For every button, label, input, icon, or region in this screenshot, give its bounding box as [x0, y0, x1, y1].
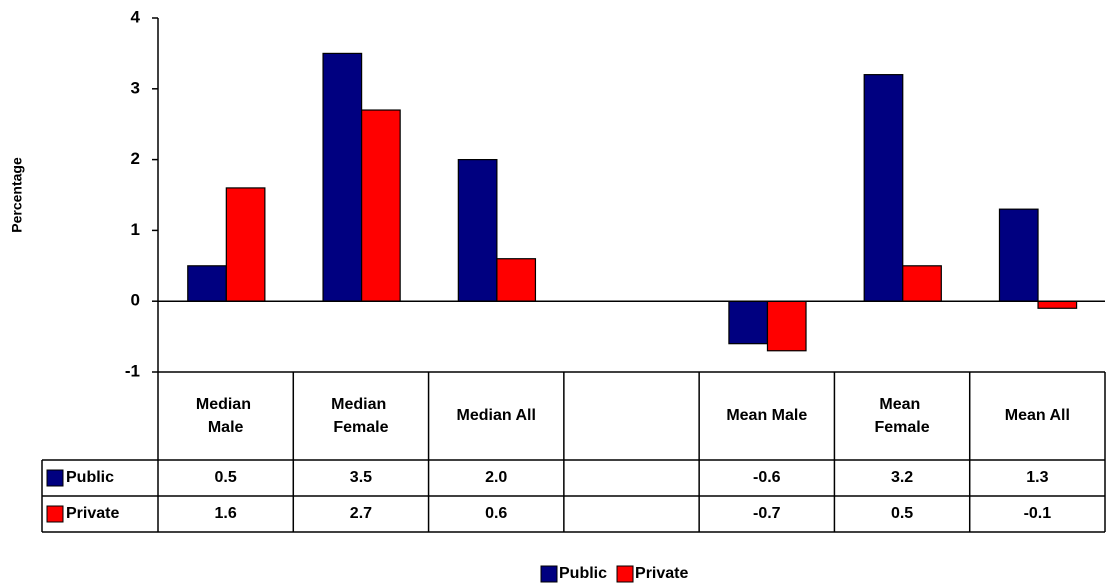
bar [1037, 300, 1078, 309]
table-value: 0.5 [891, 505, 913, 522]
legend-key [46, 469, 64, 487]
bar [361, 109, 401, 302]
row-label: Public [66, 469, 114, 486]
label-line: Median [196, 396, 256, 413]
y-tick-label: -1 [125, 361, 140, 380]
bar [766, 300, 807, 352]
table-value: 0.6 [485, 505, 507, 522]
y-axis-label: Percentage [9, 157, 25, 233]
table-value: -0.1 [1024, 505, 1052, 522]
x-tick-label: Mean Female [875, 396, 930, 436]
bar [225, 187, 266, 302]
legend-label: Public [559, 565, 607, 582]
table-value: 1.6 [215, 505, 237, 522]
x-tick-label: Mean Male [726, 407, 807, 424]
y-tick-label: 1 [131, 220, 140, 239]
table-value: 0.5 [215, 469, 237, 486]
bar [998, 208, 1039, 302]
y-tick-label: 3 [131, 78, 140, 97]
table-value: 3.5 [350, 469, 372, 486]
table-value: 3.2 [891, 469, 913, 486]
label-line: Female [875, 419, 930, 436]
table-value: -0.6 [753, 469, 781, 486]
table-value: 1.3 [1026, 469, 1048, 486]
legend-key [616, 565, 634, 583]
x-tick-label: Median Male [196, 396, 256, 436]
bar [187, 265, 227, 302]
table-value: -0.7 [753, 505, 781, 522]
label-line: Mean [879, 396, 924, 413]
legend-key [46, 505, 64, 523]
bar [496, 258, 537, 302]
y-tick-label: 0 [131, 291, 140, 310]
legend-key [540, 565, 558, 583]
table-value: 2.7 [350, 505, 372, 522]
y-tick-label: 4 [131, 7, 141, 26]
bar [728, 300, 769, 345]
x-tick-label: Median All [457, 407, 536, 424]
label-line: Female [333, 419, 388, 436]
x-tick-label: Mean All [1005, 407, 1070, 424]
table-value: 2.0 [485, 469, 507, 486]
bar [322, 52, 363, 302]
x-tick-label: Median Female [331, 396, 391, 436]
label-line: Male [208, 419, 244, 436]
bar [902, 265, 942, 302]
bar [863, 74, 904, 302]
row-label: Private [66, 505, 119, 522]
y-tick-label: 2 [131, 149, 140, 168]
legend-label: Private [635, 565, 688, 582]
label-line: Median [331, 396, 391, 413]
bar [457, 159, 498, 302]
